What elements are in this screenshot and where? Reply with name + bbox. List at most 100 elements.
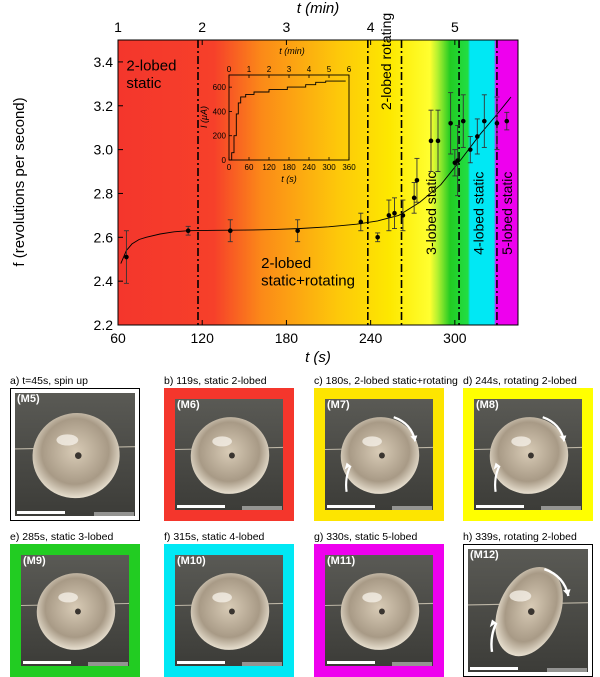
photo-frame: (M8) xyxy=(463,388,593,521)
data-marker xyxy=(435,138,441,144)
data-marker xyxy=(227,228,233,234)
top-tick-label: 3 xyxy=(283,19,291,35)
inset-top-tick-label: 2 xyxy=(267,65,272,74)
data-marker xyxy=(185,228,191,234)
photo-panel: f) 315s, static 4-lobed (M10) xyxy=(164,530,294,677)
data-marker xyxy=(448,121,453,126)
photo-tag: (M6) xyxy=(177,399,200,411)
inset-x-tick-label: 240 xyxy=(302,163,316,172)
droplet-photo xyxy=(15,393,135,516)
data-point xyxy=(494,96,500,151)
photo-frame: (M6) xyxy=(164,388,294,521)
inset-x-tick-label: 60 xyxy=(245,163,254,172)
photo-panel: g) 330s, static 5-lobed (M11) xyxy=(314,530,444,677)
top-tick-label: 5 xyxy=(451,19,459,35)
data-point xyxy=(455,125,461,197)
scale-bar xyxy=(476,505,524,508)
inset-y-tick-label: 400 xyxy=(213,107,227,116)
inset-chart: 0 60 120 180 240 300 360 0 200 400 600 0 1 2 3 4 5 6 t … xyxy=(199,46,356,184)
region-label: static+rotating xyxy=(261,273,355,290)
data-point xyxy=(481,94,487,148)
top-axis-ticks: 1 2 3 4 5 xyxy=(114,19,459,45)
data-marker xyxy=(124,254,129,260)
photo-frame: (M9) xyxy=(10,544,140,677)
timestamp-overlay xyxy=(392,506,432,510)
data-marker xyxy=(482,118,487,124)
data-marker xyxy=(375,235,380,240)
photo-caption: h) 339s, rotating 2-lobed xyxy=(463,531,577,543)
data-marker xyxy=(467,147,473,152)
fit-curve xyxy=(120,96,512,264)
data-point xyxy=(358,212,364,232)
data-point xyxy=(448,92,454,155)
photo-panel: d) 244s, rotating 2-lobed (M8) xyxy=(463,374,593,521)
inset-x-tick-label: 300 xyxy=(322,163,336,172)
data-marker xyxy=(414,178,420,183)
timestamp-overlay xyxy=(88,662,128,666)
y-tick-label: 3.2 xyxy=(94,98,114,114)
photo-caption: c) 180s, 2-lobed static+rotating xyxy=(314,375,458,387)
region-label: 2-lobed xyxy=(261,255,311,272)
region-label: 2-lobed rotating xyxy=(378,13,394,110)
photo-panel: b) 119s, static 2-lobed (M6) xyxy=(164,374,294,521)
scale-bar xyxy=(17,511,65,514)
data-marker xyxy=(474,134,480,139)
region-label: static xyxy=(126,75,162,92)
photo-frame: (M10) xyxy=(164,544,294,677)
droplet-photo xyxy=(468,549,588,672)
data-point xyxy=(428,109,434,172)
scale-bar xyxy=(177,505,225,508)
timestamp-overlay xyxy=(242,662,282,666)
timestamp-overlay xyxy=(392,662,432,666)
photo-tag: (M5) xyxy=(17,393,40,405)
data-marker xyxy=(494,121,500,126)
inset-x-tick-label: 0 xyxy=(227,163,232,172)
data-point xyxy=(227,219,233,243)
x-tick-label: 300 xyxy=(443,330,467,346)
data-point xyxy=(386,199,392,232)
x-tick-label: 120 xyxy=(191,330,215,346)
inset-y-tick-label: 600 xyxy=(213,83,227,92)
inset-x-tick-label: 120 xyxy=(262,163,276,172)
plot-frame xyxy=(117,39,519,326)
photo-panel: h) 339s, rotating 2-lobed (M12) xyxy=(463,530,593,677)
y-tick-label: 2.6 xyxy=(94,229,114,245)
data-point xyxy=(411,182,417,214)
photo-caption: b) 119s, static 2-lobed xyxy=(164,375,267,387)
x-tick-label: 60 xyxy=(110,330,126,346)
data-marker xyxy=(460,118,466,124)
timestamp-overlay xyxy=(242,506,282,510)
photo-frame: (M11) xyxy=(314,544,444,677)
inset-y-ticks: 0 200 400 600 xyxy=(213,83,232,165)
photo-tag: (M10) xyxy=(177,555,206,567)
photo-frame: (M7) xyxy=(314,388,444,521)
inset-current-line xyxy=(229,80,346,161)
data-marker xyxy=(386,213,392,218)
inset-top-ticks: 0 1 2 3 4 5 6 xyxy=(227,65,352,78)
data-marker xyxy=(455,158,460,163)
scale-bar xyxy=(177,661,225,664)
top-tick-label: 2 xyxy=(198,19,206,35)
data-marker xyxy=(400,213,406,218)
photo-frame: (M5) xyxy=(10,388,140,521)
photo-caption: f) 315s, static 4-lobed xyxy=(164,531,265,543)
photo-caption: a) t=45s, spin up xyxy=(10,375,88,387)
plot-background xyxy=(118,40,518,325)
data-point xyxy=(400,199,406,232)
droplet-photo xyxy=(175,399,283,510)
photo-frame: (M12) xyxy=(463,544,593,677)
photo-tag: (M8) xyxy=(476,399,499,411)
data-points xyxy=(123,92,510,284)
region-label: 3-lobed static xyxy=(423,172,439,255)
data-point xyxy=(435,109,441,172)
region-label: 2-lobed xyxy=(126,58,176,75)
y-tick-label: 3.4 xyxy=(94,54,114,70)
inset-top-tick-label: 5 xyxy=(327,65,332,74)
photo-caption: g) 330s, static 5-lobed xyxy=(314,531,418,543)
timestamp-overlay xyxy=(94,512,134,516)
data-point xyxy=(414,157,420,203)
inset-top-tick-label: 4 xyxy=(307,65,312,74)
data-point xyxy=(467,136,473,164)
photo-caption: e) 285s, static 3-lobed xyxy=(10,531,114,543)
data-point xyxy=(295,219,301,243)
